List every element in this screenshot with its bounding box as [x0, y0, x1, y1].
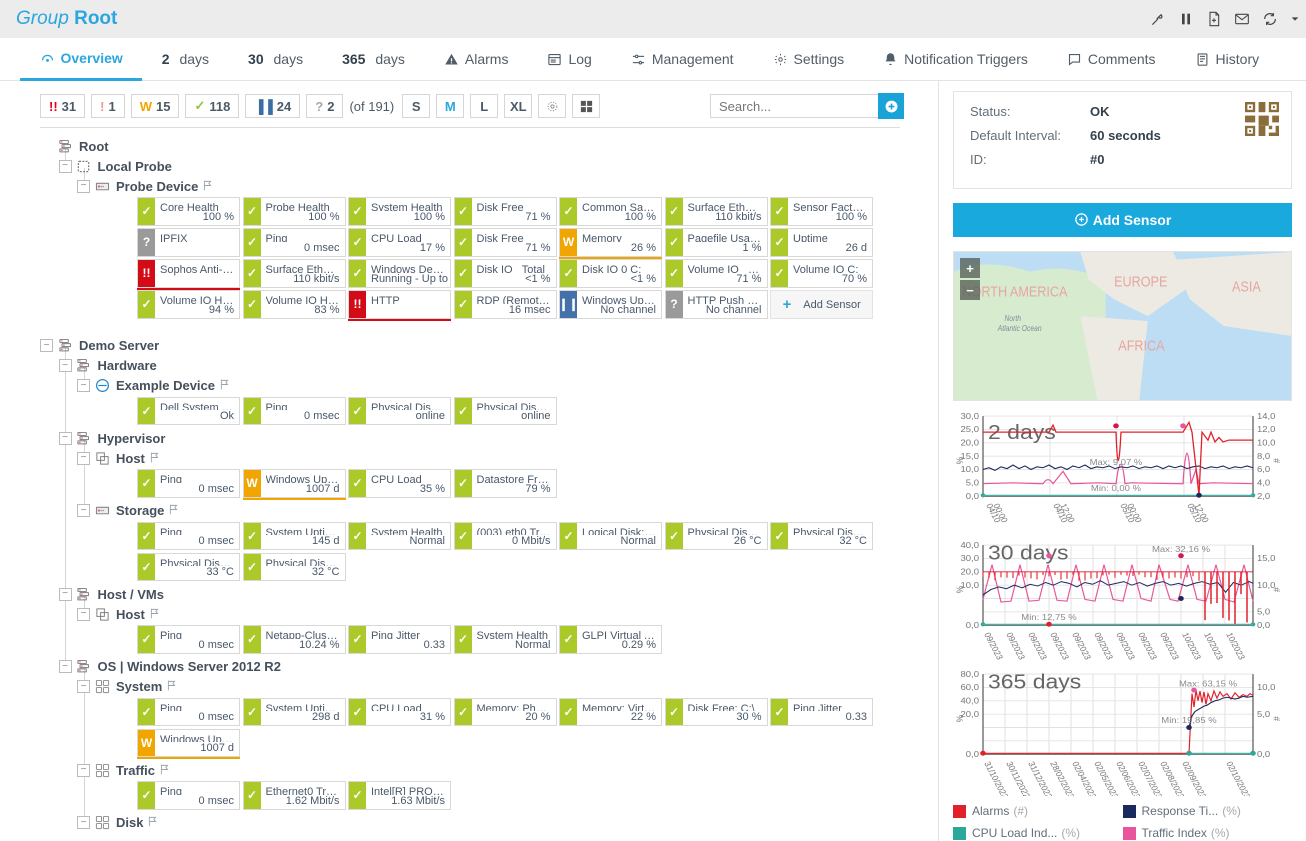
- svg-text:North: North: [1005, 314, 1021, 324]
- svg-text:10,0: 10,0: [1257, 683, 1275, 692]
- svg-text:Min: 0,00 %: Min: 0,00 %: [1091, 483, 1141, 492]
- svg-text:20,0: 20,0: [961, 438, 979, 447]
- svg-text:ASIA: ASIA: [1232, 279, 1262, 295]
- svg-text:10,0: 10,0: [1257, 438, 1275, 447]
- svg-text:30,0: 30,0: [961, 554, 979, 563]
- svg-text:09/2023: 09/2023: [1136, 631, 1159, 661]
- svg-text:02/10/2023: 02/10/2023: [1224, 760, 1253, 796]
- svg-text:Min: 12,75 %: Min: 12,75 %: [1021, 612, 1076, 621]
- svg-text:20,0: 20,0: [961, 567, 979, 576]
- svg-text:#: #: [1272, 587, 1283, 592]
- svg-text:Max: 9,07 %: Max: 9,07 %: [1090, 458, 1143, 467]
- svg-text:4,0: 4,0: [1257, 478, 1270, 487]
- svg-text:%: %: [955, 715, 966, 723]
- svg-text:60,0: 60,0: [961, 683, 979, 692]
- svg-text:Atlantic Ocean: Atlantic Ocean: [997, 323, 1042, 333]
- svg-text:2,0: 2,0: [1257, 491, 1270, 500]
- svg-text:09/2023: 09/2023: [1026, 631, 1049, 661]
- svg-text:5,0: 5,0: [1257, 709, 1270, 718]
- svg-text:6,0: 6,0: [1257, 465, 1270, 474]
- svg-text:5,0: 5,0: [1257, 607, 1270, 616]
- svg-text:30,0: 30,0: [961, 411, 979, 420]
- svg-text:0,0: 0,0: [966, 749, 979, 758]
- svg-text:0,0: 0,0: [1257, 620, 1270, 629]
- svg-text:10/2023: 10/2023: [1202, 631, 1225, 661]
- svg-text:5,0: 5,0: [966, 478, 979, 487]
- svg-text:EUROPE: EUROPE: [1114, 274, 1167, 290]
- svg-text:0,0: 0,0: [966, 491, 979, 500]
- svg-text:#: #: [1272, 716, 1283, 721]
- svg-text:0,0: 0,0: [966, 620, 979, 629]
- svg-text:09/2023: 09/2023: [1114, 631, 1137, 661]
- svg-text:365 days: 365 days: [988, 670, 1081, 694]
- svg-text:%: %: [955, 586, 966, 594]
- svg-text:#: #: [1272, 458, 1283, 463]
- svg-text:Max: 32,16 %: Max: 32,16 %: [1152, 545, 1210, 554]
- svg-text:09/2023: 09/2023: [982, 631, 1005, 661]
- svg-text:09/2023: 09/2023: [1048, 631, 1071, 661]
- svg-text:%: %: [955, 457, 966, 465]
- svg-text:Min: 19,85 %: Min: 19,85 %: [1161, 716, 1216, 725]
- svg-text:09/2023: 09/2023: [1158, 631, 1181, 661]
- svg-text:10,0: 10,0: [961, 465, 979, 474]
- svg-text:40,0: 40,0: [961, 540, 979, 549]
- svg-text:Max: 63,15 %: Max: 63,15 %: [1179, 679, 1237, 688]
- svg-text:09/2023: 09/2023: [1004, 631, 1027, 661]
- svg-text:40,0: 40,0: [961, 696, 979, 705]
- svg-text:30 days: 30 days: [988, 541, 1069, 565]
- svg-text:80,0: 80,0: [961, 669, 979, 678]
- svg-text:25,0: 25,0: [961, 425, 979, 434]
- svg-text:8,0: 8,0: [1257, 451, 1270, 460]
- svg-text:14,0: 14,0: [1257, 411, 1275, 420]
- svg-text:12,0: 12,0: [1257, 425, 1275, 434]
- svg-text:09/2023: 09/2023: [1092, 631, 1115, 661]
- svg-text:10/2023: 10/2023: [1224, 631, 1247, 661]
- svg-text:10/2023: 10/2023: [1180, 631, 1203, 661]
- svg-text:AFRICA: AFRICA: [1118, 338, 1165, 354]
- svg-text:09/2023: 09/2023: [1070, 631, 1093, 661]
- svg-text:0,0: 0,0: [1257, 749, 1270, 758]
- svg-text:15,0: 15,0: [1257, 554, 1275, 563]
